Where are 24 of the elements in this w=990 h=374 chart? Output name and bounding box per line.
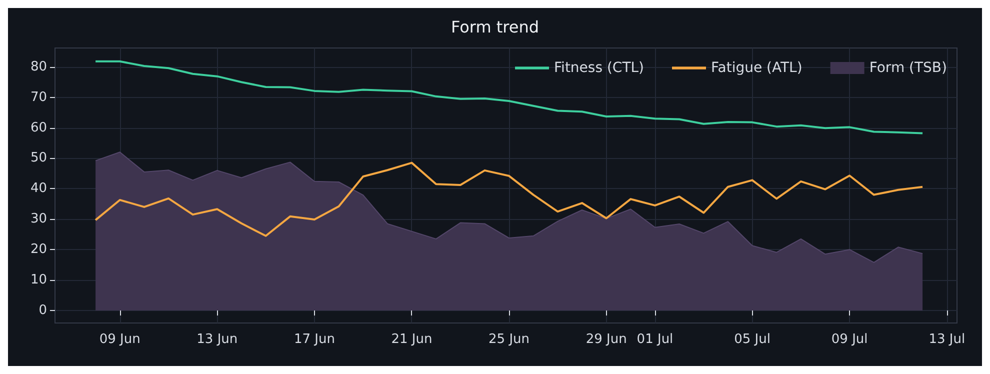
x-tick-label: 05 Jul	[734, 332, 770, 347]
y-tick-label: 10	[30, 272, 47, 288]
x-tick-label: 29 Jun	[586, 332, 627, 347]
chart-title: Form trend	[450, 18, 540, 36]
y-tick-label: 50	[30, 150, 47, 166]
y-tick-label: 20	[30, 242, 47, 258]
legend-label: Form (TSB)	[869, 60, 948, 76]
x-tick-label: 17 Jun	[294, 332, 335, 347]
x-tick-label: 09 Jul	[831, 332, 868, 347]
y-tick-label: 70	[30, 90, 47, 105]
legend-label: Fitness (CTL)	[554, 60, 644, 76]
y-tick-label: 80	[30, 59, 47, 74]
x-tick-label: 09 Jun	[99, 332, 140, 347]
x-tick-label: 21 Jun	[391, 332, 432, 347]
y-tick-label: 60	[30, 120, 47, 136]
x-tick-label: 01 Jul	[636, 332, 674, 347]
y-tick-label: 0	[38, 303, 47, 318]
x-tick-label: 13 Jul	[928, 332, 966, 347]
x-tick-label: 13 Jun	[196, 332, 238, 347]
x-tick-label: 25 Jun	[488, 332, 530, 347]
y-tick-label: 40	[30, 181, 47, 196]
line-series	[94, 162, 924, 237]
y-tick-label: 30	[30, 212, 47, 227]
legend-label: Fatigue (ATL)	[711, 60, 802, 76]
